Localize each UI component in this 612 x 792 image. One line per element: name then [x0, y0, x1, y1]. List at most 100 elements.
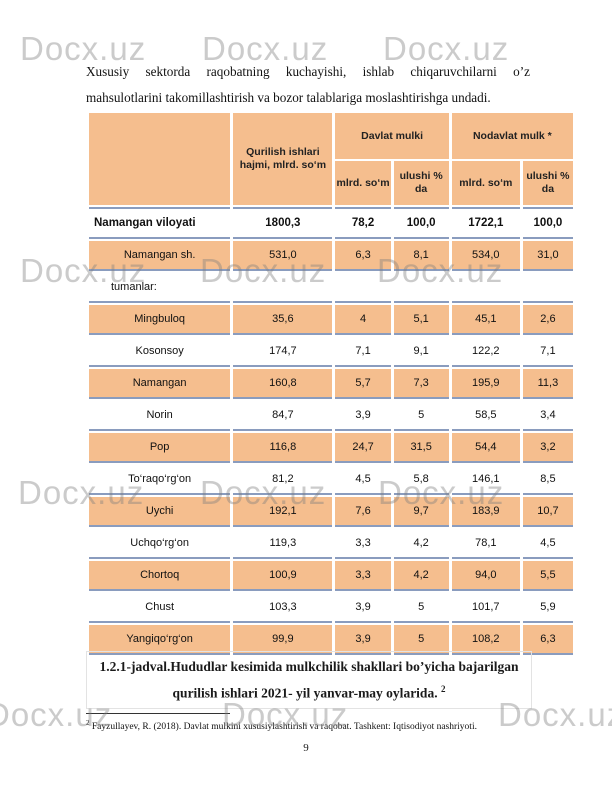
table-row-region-total: Namangan viloyati 1800,3 78,2 100,0 1722…: [89, 207, 573, 239]
cell-value: 84,7: [233, 401, 333, 431]
cell-value: [233, 273, 333, 303]
cell-value: 4: [335, 305, 391, 335]
row-label: Namangan viloyati: [89, 207, 231, 239]
table-row: Uychi 192,1 7,6 9,7 183,9 10,7: [89, 497, 573, 527]
header-state-property-group: Davlat mulki: [335, 113, 449, 159]
row-label: Uychi: [89, 497, 231, 527]
cell-value: 99,9: [233, 625, 333, 655]
cell-value: 5,7: [335, 369, 391, 399]
row-label: Pop: [89, 433, 231, 463]
row-label: Chortoq: [89, 561, 231, 591]
footnote-separator: [86, 713, 230, 714]
row-label: Norin: [89, 401, 231, 431]
cell-value: 31,0: [522, 241, 573, 271]
row-label: Mingbuloq: [89, 305, 231, 335]
cell-value: 58,5: [451, 401, 520, 431]
table-row: To‘raqo‘rg‘on 81,2 4,5 5,8 146,1 8,5: [89, 465, 573, 495]
header-sub-mlrd-state: mlrd. so‘m: [335, 161, 391, 205]
cell-value: 7,1: [522, 337, 573, 367]
table-row: Mingbuloq 35,6 4 5,1 45,1 2,6: [89, 305, 573, 335]
table-row: Chust 103,3 3,9 5 101,7 5,9: [89, 593, 573, 623]
cell-value: 5,1: [393, 305, 449, 335]
cell-value: 3,2: [522, 433, 573, 463]
page-number: 9: [303, 742, 309, 754]
cell-value: 5: [393, 593, 449, 623]
cell-value: 7,3: [393, 369, 449, 399]
header-nonstate-property-group: Nodavlat mulk *: [451, 113, 573, 159]
cell-value: 31,5: [393, 433, 449, 463]
caption-line1: 1.2.1-jadval.Hududlar kesimida mulkchili…: [99, 659, 519, 674]
footnote: 2 Fayzullayev, R. (2018). Davlat mulkini…: [86, 717, 551, 733]
table-row: Yangiqo‘rg‘on 99,9 3,9 5 108,2 6,3: [89, 625, 573, 655]
caption-footnote-ref: 2: [440, 684, 446, 694]
cell-value: 6,3: [522, 625, 573, 655]
cell-value: 2,6: [522, 305, 573, 335]
cell-value: 7,6: [335, 497, 391, 527]
footnote-marker: 2: [86, 719, 90, 727]
cell-value: 100,9: [233, 561, 333, 591]
cell-value: 100,0: [393, 207, 449, 239]
cell-value: 5: [393, 625, 449, 655]
row-label: tumanlar:: [89, 273, 231, 303]
table-row: Kosonsoy 174,7 7,1 9,1 122,2 7,1: [89, 337, 573, 367]
ownership-construction-table: Qurilish ishlari hajmi, mlrd. so‘m Davla…: [86, 111, 576, 657]
cell-value: 78,1: [451, 529, 520, 559]
cell-value: 3,4: [522, 401, 573, 431]
cell-value: 8,5: [522, 465, 573, 495]
cell-value: 103,3: [233, 593, 333, 623]
row-label: To‘raqo‘rg‘on: [89, 465, 231, 495]
cell-value: 4,5: [335, 465, 391, 495]
intro-paragraph: Xususiy sektorda raqobatning kuchayishi,…: [86, 64, 530, 105]
cell-value: 1722,1: [451, 207, 520, 239]
table-row: Pop 116,8 24,7 31,5 54,4 3,2: [89, 433, 573, 463]
row-label: Namangan sh.: [89, 241, 231, 271]
cell-value: 9,1: [393, 337, 449, 367]
table-row: Namangan sh. 531,0 6,3 8,1 534,0 31,0: [89, 241, 573, 271]
header-region-cell: [89, 113, 231, 205]
cell-value: 7,1: [335, 337, 391, 367]
cell-value: 174,7: [233, 337, 333, 367]
row-label: Kosonsoy: [89, 337, 231, 367]
cell-value: 5,9: [522, 593, 573, 623]
table-row: Namangan 160,8 5,7 7,3 195,9 11,3: [89, 369, 573, 399]
cell-value: 45,1: [451, 305, 520, 335]
cell-value: 160,8: [233, 369, 333, 399]
cell-value: 4,2: [393, 561, 449, 591]
cell-value: 146,1: [451, 465, 520, 495]
header-sub-share-state: ulushi % da: [393, 161, 449, 205]
cell-value: 3,3: [335, 529, 391, 559]
cell-value: 4,5: [522, 529, 573, 559]
row-label: Yangiqo‘rg‘on: [89, 625, 231, 655]
cell-value: 3,9: [335, 625, 391, 655]
cell-value: [393, 273, 449, 303]
cell-value: 5,5: [522, 561, 573, 591]
table-header-row-subcolumns: mlrd. so‘m ulushi % da mlrd. so‘m ulushi…: [89, 161, 573, 205]
cell-value: 3,9: [335, 593, 391, 623]
header-sub-share-nonstate: ulushi % da: [522, 161, 573, 205]
cell-value: 122,2: [451, 337, 520, 367]
cell-value: 5: [393, 401, 449, 431]
cell-value: 116,8: [233, 433, 333, 463]
row-label: Namangan: [89, 369, 231, 399]
cell-value: [451, 273, 520, 303]
table-row: Norin 84,7 3,9 5 58,5 3,4: [89, 401, 573, 431]
cell-value: 119,3: [233, 529, 333, 559]
cell-value: 94,0: [451, 561, 520, 591]
table-caption: 1.2.1-jadval.Hududlar kesimida mulkchili…: [86, 651, 532, 709]
table-header-row-groups: Qurilish ishlari hajmi, mlrd. so‘m Davla…: [89, 113, 573, 205]
cell-value: 531,0: [233, 241, 333, 271]
cell-value: 1800,3: [233, 207, 333, 239]
footnote-text: Fayzullayev, R. (2018). Davlat mulkini x…: [91, 722, 477, 733]
cell-value: 100,0: [522, 207, 573, 239]
cell-value: 24,7: [335, 433, 391, 463]
caption-line2: qurilish ishlari 2021- yil yanvar-may oy…: [172, 685, 438, 701]
cell-value: 81,2: [233, 465, 333, 495]
cell-value: 192,1: [233, 497, 333, 527]
table-row: Uchqo‘rg‘on 119,3 3,3 4,2 78,1 4,5: [89, 529, 573, 559]
cell-value: [522, 273, 573, 303]
cell-value: 6,3: [335, 241, 391, 271]
cell-value: 183,9: [451, 497, 520, 527]
cell-value: 9,7: [393, 497, 449, 527]
row-label: Chust: [89, 593, 231, 623]
